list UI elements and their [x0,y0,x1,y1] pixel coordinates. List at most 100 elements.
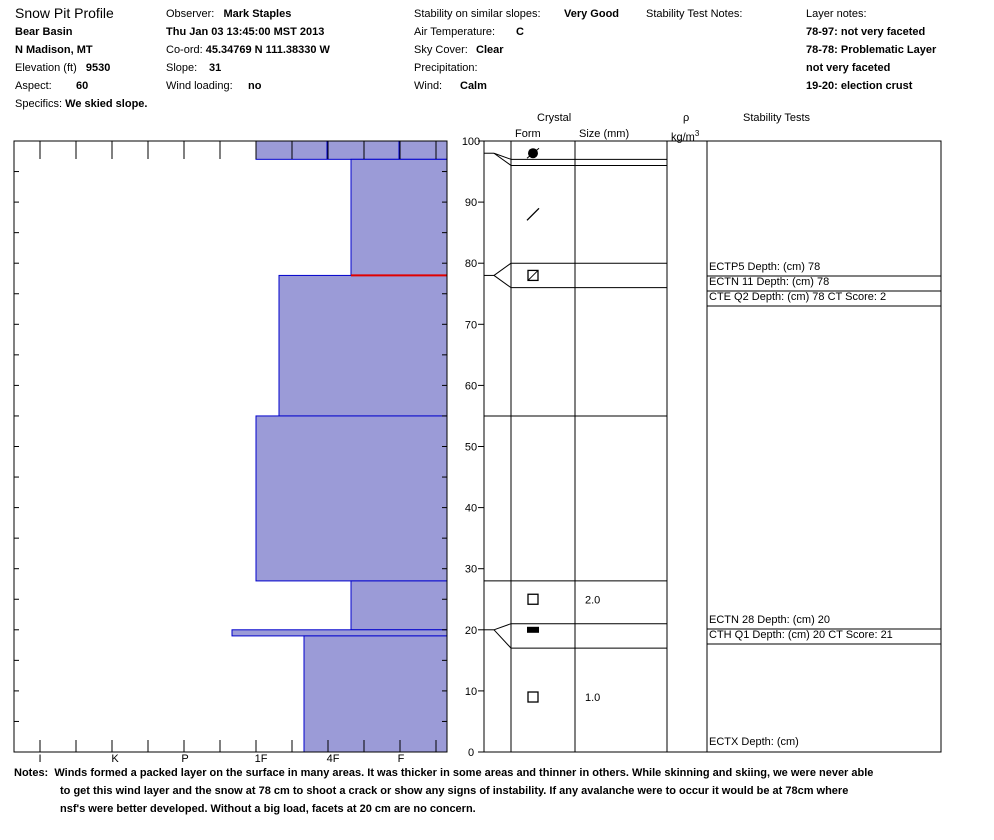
elevation-row: Elevation (ft) 9530 [15,61,110,75]
observer-value: Mark Staples [223,8,292,20]
hardness-tick-label: K [111,753,119,765]
depth-connector [493,623,512,631]
depth-tick-label: 0 [468,747,474,759]
depth-tick-label: 80 [465,258,477,270]
specifics-value: We skied slope. [65,98,148,110]
elevation-label: Elevation (ft) [15,62,77,74]
elevation-value: 9530 [85,62,111,74]
sky-value: Clear [476,44,504,56]
faceted-crystal-icon [527,691,539,703]
faceted-crystal-icon [527,593,539,605]
depth-tick-label: 100 [462,136,480,148]
stability-test-label: CTE Q2 Depth: (cm) 78 CT Score: 2 [709,291,886,303]
hardness-layer-0 [255,140,448,160]
depth-tick-label: 60 [465,380,477,392]
hardness-tick-label: I [38,753,41,765]
pit-title: Snow Pit Profile [15,5,114,21]
crystal-size-label: 1.0 [585,692,600,704]
wind-label: Wind: [414,80,443,92]
depth-tick-label: 20 [465,625,477,637]
notes: Notes: Winds formed a packed layer on th… [14,764,964,818]
stability-test-label: ECTX Depth: (cm) [709,736,799,748]
coord-value: 45.34769 N 111.38330 W [205,44,330,56]
slope-value: 31 [209,62,222,74]
hardness-layer-1 [350,158,448,276]
stability-test-notes-label: Stability Test Notes: [646,8,743,20]
notes-line: to get this wind layer and the snow at 7… [60,785,849,797]
air-temp-label: Air Temperature: [414,26,496,38]
layer-note: 78-97: not very faceted [806,26,926,38]
depth-axis: 0 10 20 30 40 50 60 70 80 90 100 [462,136,484,759]
hardness-layer-4 [350,580,448,631]
stability-test-label: ECTP5 Depth: (cm) 78 [709,261,820,273]
layer-rows [484,152,667,649]
stability-test-label: ECTN 11 Depth: (cm) 78 [709,276,829,288]
hardness-tick-label: 1F [255,753,268,765]
specifics-label: Specifics: [15,98,63,110]
depth-connector [493,275,512,289]
size-header: Size (mm) [579,128,630,140]
stability-test-label: CTH Q1 Depth: (cm) 20 CT Score: 21 [709,629,893,641]
coord-row: Co-ord: 45.34769 N 111.38330 W [166,43,330,57]
stability-test-rows: ECTP5 Depth: (cm) 78 ECTN 11 Depth: (cm) … [707,261,941,748]
hardness-tick-label: F [398,753,405,765]
hardness-axis: I K P 1F 4F F [14,140,447,765]
depth-tick-label: 90 [465,197,477,209]
depth-tick-label: 30 [465,564,477,576]
hardness-layers [231,140,448,753]
wind-loading-label: Wind loading: [166,80,233,92]
region: N Madison, MT [15,44,93,56]
hardness-layer-3 [255,415,448,582]
notes-line: nsf's were better developed. Without a b… [60,803,476,815]
hardness-chart-frame [13,140,448,753]
aspect-label: Aspect: [15,80,52,92]
stability-label: Stability on similar slopes: [414,8,541,20]
stability-test-label: ECTN 28 Depth: (cm) 20 [709,614,830,626]
graupel-crystal-icon [526,147,540,159]
wind-value: Calm [460,80,487,92]
stability-value: Very Good [564,8,620,20]
wind-loading-value: no [248,80,262,92]
coord-label: Co-ord: [166,44,203,56]
decomposing-crystal-icon [526,207,540,221]
depth-connector [493,629,512,649]
aspect-value: 60 [76,80,89,92]
crystal-size-label: 2.0 [585,594,600,606]
stability-tests-header: Stability Tests [743,112,811,124]
hardness-tick-label: 4F [327,753,340,765]
depth-tick-label: 70 [465,319,477,331]
depth-connector [493,152,512,160]
hardness-layer-5 [231,629,448,637]
depth-tick-label: 10 [465,686,477,698]
hardness-tick-label: P [181,753,188,765]
notes-label: Notes: [14,767,49,779]
depth-connector [493,262,512,276]
hardness-layer-2 [278,274,448,417]
sky-label: Sky Cover: [414,44,468,56]
depth-tick-label: 40 [465,503,477,515]
faceted-rounded-crystal-icon [527,269,539,282]
crystal-symbols: 2.0 1.0 [526,147,600,704]
specifics-row: Specifics: We skied slope. [15,97,147,111]
slope-label: Slope: [166,62,198,74]
air-temp-value: C [516,26,524,38]
density-unit-sup: 3 [694,129,700,138]
layer-table-frame [483,140,942,753]
form-header: Form [515,128,541,140]
layer-notes-label: Layer notes: [806,8,867,20]
layer-note: not very faceted [806,62,891,74]
layer-note: 19-20: election crust [806,80,913,92]
observer-row: Observer: Mark Staples [166,7,291,21]
crust-crystal-icon [527,626,539,633]
precip-label: Precipitation: [414,62,478,74]
observation-datetime: Thu Jan 03 13:45:00 MST 2013 [166,26,325,38]
hardness-layer-6 [303,635,448,753]
depth-connector [493,152,512,166]
layer-note: 78-78: Problematic Layer [806,44,937,56]
location: Bear Basin [15,26,73,38]
notes-line: Winds formed a packed layer on the surfa… [54,767,874,779]
crystal-header: Crystal [537,112,572,124]
rho-header: ρ [683,112,690,124]
depth-tick-label: 50 [465,442,477,454]
